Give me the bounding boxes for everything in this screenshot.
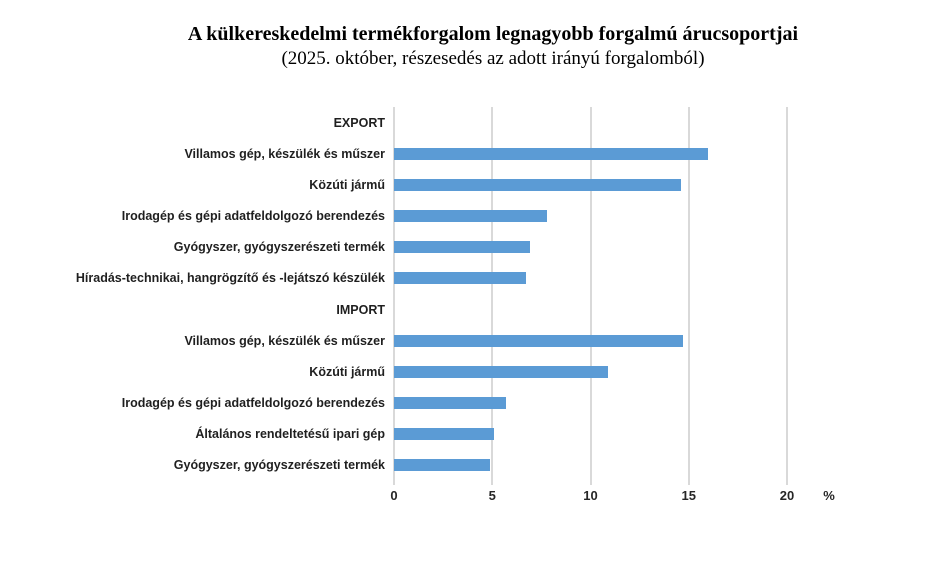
bar [394, 334, 683, 347]
category-label: Közúti jármű [309, 177, 385, 192]
chart-row: Gyógyszer, gyógyszerészeti termék [0, 450, 946, 481]
row-plot-cell [394, 107, 787, 138]
row-plot-cell [394, 387, 787, 418]
x-tick-label: 15 [681, 488, 696, 503]
chart-title: A külkereskedelmi termékforgalom legnagy… [187, 23, 799, 45]
section-header-row: IMPORT [0, 294, 946, 325]
chart-title-block: A külkereskedelmi termékforgalom legnagy… [20, 22, 946, 70]
bar [394, 428, 495, 441]
chart-row: Villamos gép, készülék és műszer [0, 325, 946, 356]
bar [394, 459, 491, 472]
category-label: Villamos gép, készülék és műszer [184, 333, 385, 348]
category-label: Közúti jármű [309, 364, 385, 379]
category-label: Gyógyszer, gyógyszerészeti termék [173, 458, 385, 473]
row-plot-cell [394, 450, 787, 481]
category-label: Híradás-technikai, hangrögzítő és -leját… [75, 271, 385, 286]
row-plot-cell [394, 325, 787, 356]
x-tick-label: 10 [583, 488, 598, 503]
bar [394, 365, 609, 378]
chart-row: Irodagép és gépi adatfeldolgozó berendez… [0, 200, 946, 231]
chart-row: Közúti jármű [0, 169, 946, 200]
row-plot-cell [394, 356, 787, 387]
category-label: Irodagép és gépi adatfeldolgozó berendez… [121, 209, 385, 224]
x-axis-unit-label: % [823, 488, 835, 503]
row-plot-cell [394, 232, 787, 263]
row-plot-cell [394, 263, 787, 294]
category-label: Irodagép és gépi adatfeldolgozó berendez… [121, 395, 385, 410]
chart-row: Általános rendeltetésű ipari gép [0, 419, 946, 450]
row-plot-cell [394, 138, 787, 169]
section-header-row: EXPORT [0, 107, 946, 138]
x-tick-label: 0 [390, 488, 398, 503]
bar [394, 210, 548, 223]
row-plot-cell [394, 200, 787, 231]
category-label: Gyógyszer, gyógyszerészeti termék [173, 240, 385, 255]
category-label: Villamos gép, készülék és műszer [184, 146, 385, 161]
row-plot-cell [394, 294, 787, 325]
x-tick-label: 5 [488, 488, 496, 503]
bar [394, 147, 709, 160]
row-plot-cell [394, 169, 787, 200]
chart-row: Közúti jármű [0, 356, 946, 387]
chart-row: Híradás-technikai, hangrögzítő és -leját… [0, 263, 946, 294]
category-label: Általános rendeltetésű ipari gép [195, 427, 385, 442]
chart-subtitle: (2025. október, részesedés az adott irán… [281, 48, 705, 69]
section-label: IMPORT [336, 302, 385, 317]
section-label: EXPORT [333, 115, 385, 130]
chart-row: Irodagép és gépi adatfeldolgozó berendez… [0, 387, 946, 418]
bar [394, 396, 506, 409]
chart-row: Gyógyszer, gyógyszerészeti termék [0, 232, 946, 263]
x-tick-label: 20 [779, 488, 795, 503]
row-plot-cell [394, 419, 787, 450]
bar [394, 241, 530, 254]
chart-row: Villamos gép, készülék és műszer [0, 138, 946, 169]
bar [394, 178, 681, 191]
bar-rows: EXPORT Villamos gép, készülék és műszer Kö… [0, 107, 946, 481]
x-axis: % 0 5 10 15 20 [390, 488, 834, 504]
bar [394, 272, 526, 285]
